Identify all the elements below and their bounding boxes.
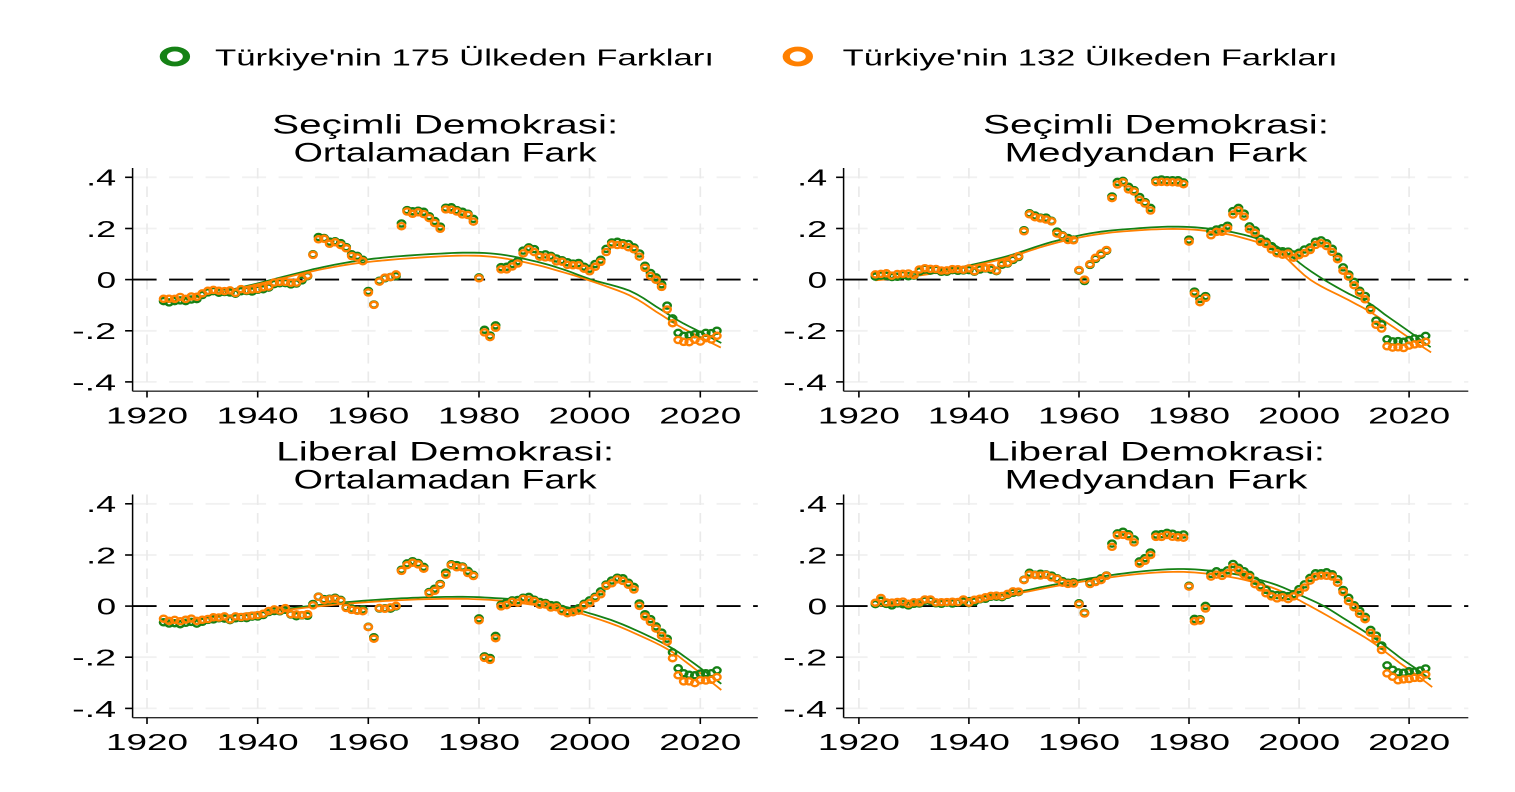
svg-text:0: 0	[808, 267, 828, 293]
svg-text:1940: 1940	[928, 403, 1010, 429]
svg-text:.2: .2	[797, 216, 827, 242]
svg-text:-.4: -.4	[783, 696, 827, 722]
svg-text:1960: 1960	[327, 729, 409, 755]
svg-text:0: 0	[97, 594, 117, 620]
svg-text:1920: 1920	[818, 403, 900, 429]
svg-text:Ortalamadan Fark: Ortalamadan Fark	[294, 138, 598, 168]
svg-text:1940: 1940	[217, 403, 299, 429]
svg-text:1920: 1920	[106, 403, 188, 429]
svg-text:Liberal Demokrasi:: Liberal Demokrasi:	[276, 436, 614, 466]
svg-text:1980: 1980	[1148, 403, 1230, 429]
svg-text:2000: 2000	[1258, 403, 1340, 429]
svg-text:2020: 2020	[659, 729, 741, 755]
svg-text:1980: 1980	[438, 729, 520, 755]
svg-text:-.4: -.4	[72, 696, 116, 722]
svg-text:-.4: -.4	[783, 369, 827, 395]
svg-text:0: 0	[808, 594, 828, 620]
svg-text:Medyandan Fark: Medyandan Fark	[1005, 138, 1309, 168]
svg-text:1960: 1960	[1038, 403, 1120, 429]
svg-text:1980: 1980	[1148, 729, 1230, 755]
svg-text:2000: 2000	[1258, 729, 1340, 755]
svg-text:Medyandan Fark: Medyandan Fark	[1005, 464, 1309, 494]
svg-text:2000: 2000	[549, 729, 631, 755]
svg-text:1980: 1980	[438, 403, 520, 429]
svg-text:.4: .4	[86, 491, 116, 517]
svg-text:-.2: -.2	[783, 645, 827, 671]
svg-text:Liberal Demokrasi:: Liberal Demokrasi:	[987, 436, 1325, 466]
svg-text:-.2: -.2	[783, 318, 827, 344]
svg-text:1940: 1940	[217, 729, 299, 755]
svg-text:.4: .4	[86, 165, 116, 191]
svg-text:2000: 2000	[549, 403, 631, 429]
svg-text:1920: 1920	[106, 729, 188, 755]
svg-text:Seçimli Demokrasi:: Seçimli Demokrasi:	[983, 110, 1329, 140]
svg-text:2020: 2020	[1368, 403, 1450, 429]
svg-text:-.2: -.2	[72, 318, 116, 344]
svg-text:Ortalamadan Fark: Ortalamadan Fark	[294, 464, 598, 494]
svg-text:2020: 2020	[659, 403, 741, 429]
svg-text:-.4: -.4	[72, 369, 116, 395]
svg-text:2020: 2020	[1368, 729, 1450, 755]
svg-text:.2: .2	[797, 542, 827, 568]
svg-text:.4: .4	[797, 491, 827, 517]
svg-text:1960: 1960	[327, 403, 409, 429]
svg-text:1960: 1960	[1038, 729, 1120, 755]
svg-text:1920: 1920	[818, 729, 900, 755]
svg-text:1940: 1940	[928, 729, 1010, 755]
svg-text:.2: .2	[86, 216, 116, 242]
svg-text:.4: .4	[797, 165, 827, 191]
svg-text:0: 0	[97, 267, 117, 293]
svg-text:Türkiye'nin 132 Ülkeden Farkla: Türkiye'nin 132 Ülkeden Farkları	[843, 45, 1338, 71]
svg-text:Seçimli Demokrasi:: Seçimli Demokrasi:	[272, 110, 618, 140]
svg-text:.2: .2	[86, 542, 116, 568]
svg-text:Türkiye'nin 175 Ülkeden Farkla: Türkiye'nin 175 Ülkeden Farkları	[215, 45, 714, 71]
svg-text:-.2: -.2	[72, 645, 116, 671]
